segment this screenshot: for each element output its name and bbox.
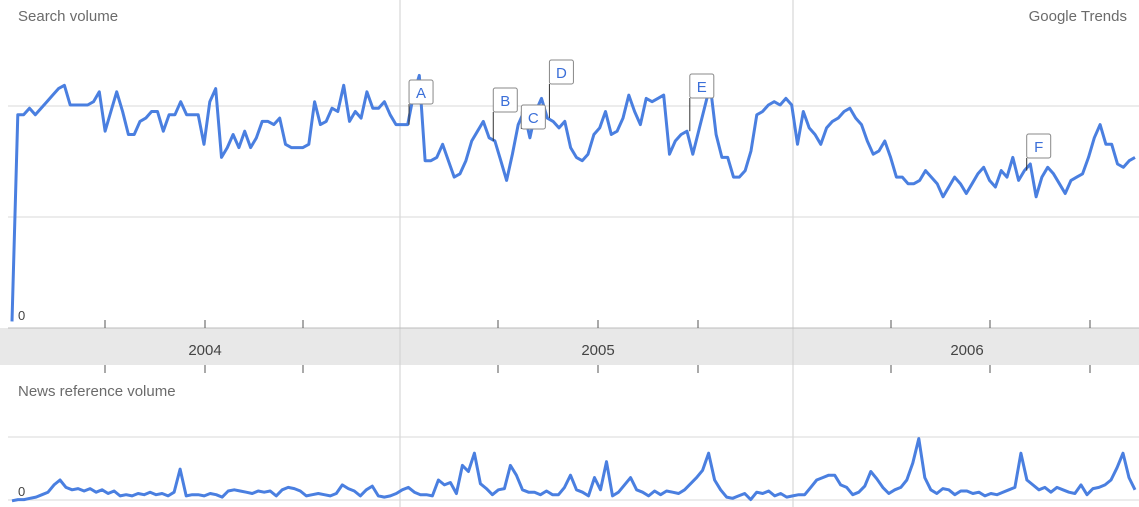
- annotation-f[interactable]: F: [1026, 133, 1052, 171]
- annotation-b[interactable]: B: [492, 87, 518, 142]
- timeline-axis-band: [0, 328, 1139, 365]
- search-volume-title: Search volume: [18, 8, 119, 25]
- annotation-flag[interactable]: [1026, 133, 1052, 159]
- event-annotations: A B C D E F: [408, 59, 1052, 171]
- year-label-2006: 2006: [950, 342, 983, 359]
- annotation-flag[interactable]: [520, 104, 546, 130]
- news-zero-label: 0: [18, 484, 25, 499]
- annotation-c[interactable]: C: [520, 104, 546, 130]
- annotation-flag[interactable]: [548, 59, 574, 85]
- annotation-a[interactable]: A: [408, 79, 434, 125]
- search-volume-line: [10, 73, 1136, 322]
- month-ticks: [104, 320, 1091, 373]
- news-volume-title: News reference volume: [18, 383, 176, 400]
- year-label-2005: 2005: [581, 342, 614, 359]
- news-volume-line: [11, 437, 1137, 503]
- search-zero-label: 0: [18, 308, 25, 323]
- annotation-label: A: [416, 85, 426, 102]
- annotation-label: C: [528, 110, 539, 127]
- annotation-flag[interactable]: [408, 79, 434, 105]
- annotation-label: F: [1034, 139, 1043, 156]
- year-label-2004: 2004: [188, 342, 221, 359]
- year-dividers: [399, 0, 794, 507]
- annotation-e[interactable]: E: [689, 73, 715, 132]
- annotation-flag[interactable]: [689, 73, 715, 99]
- annotation-label: E: [697, 79, 707, 96]
- google-trends-brand: Google Trends: [1028, 8, 1127, 25]
- annotation-d[interactable]: D: [548, 59, 574, 119]
- annotation-label: D: [556, 65, 567, 82]
- annotation-flag[interactable]: [492, 87, 518, 113]
- annotation-label: B: [500, 93, 510, 110]
